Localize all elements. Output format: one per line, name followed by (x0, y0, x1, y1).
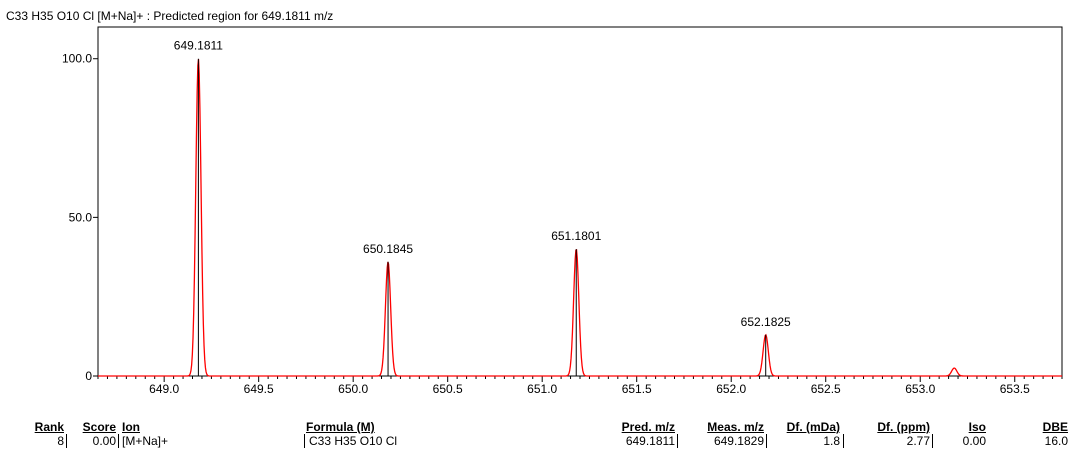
header-dbe: DBE (1042, 420, 1068, 434)
x-tick-label: 652.5 (811, 382, 841, 396)
column-separator (304, 434, 305, 448)
column-separator (677, 434, 678, 448)
column-separator (932, 434, 933, 448)
y-tick-label: 0 (85, 369, 92, 383)
cell-df-mda: 1.8 (823, 434, 840, 448)
x-tick-label: 649.0 (149, 382, 179, 396)
isotope-profile-line (98, 59, 1062, 377)
header-meas-mz: Meas. m/z (707, 420, 764, 434)
header-rank: Rank (34, 420, 64, 434)
x-tick-label: 653.5 (1000, 382, 1030, 396)
column-separator (843, 434, 844, 448)
cell-meas-mz: 649.1829 (713, 434, 764, 448)
x-tick-label: 650.5 (433, 382, 463, 396)
cell-iso: 0.00 (962, 434, 986, 448)
y-tick-label: 100.0 (62, 52, 92, 66)
header-ion: Ion (122, 420, 140, 434)
cell-dbe: 16.0 (1044, 434, 1068, 448)
peak-label: 649.1811 (174, 39, 223, 53)
column-separator (66, 434, 67, 448)
cell-ion: [M+Na]+ (122, 434, 169, 448)
header-iso: Iso (968, 420, 986, 434)
peak-label: 652.1825 (741, 315, 791, 329)
x-tick-label: 652.0 (716, 382, 746, 396)
cell-formula: C33 H35 O10 Cl (309, 434, 398, 448)
x-tick-label: 653.0 (905, 382, 935, 396)
mass-spectrum-chart: 0 50.0 100.0 649.0 649.5 650.0 650.5 651.0 651.… (62, 26, 1063, 396)
x-tick-label: 649.5 (244, 382, 274, 396)
column-separator (766, 434, 767, 448)
y-tick-label: 50.0 (69, 210, 93, 224)
header-df-ppm: Df. (ppm) (877, 420, 930, 434)
header-pred-mz: Pred. m/z (621, 420, 675, 434)
x-tick-label: 650.0 (338, 382, 368, 396)
cell-df-ppm: 2.77 (906, 434, 930, 448)
peak-label: 650.1845 (363, 242, 413, 256)
header-formula: Formula (M) (306, 420, 375, 434)
cell-score: 0.00 (92, 434, 116, 448)
chart-title: C33 H35 O10 Cl [M+Na]+ : Predicted regio… (6, 9, 334, 23)
peak-label: 651.1801 (551, 229, 601, 243)
cell-rank: 8 (57, 434, 64, 448)
column-separator (118, 434, 119, 448)
x-tick-label: 651.0 (527, 382, 557, 396)
results-table: Rank Score Ion Formula (M) Pred. m/z Mea… (0, 418, 1072, 458)
header-df-mda: Df. (mDa) (786, 420, 840, 434)
x-tick-label: 651.5 (622, 382, 652, 396)
header-score: Score (82, 420, 116, 434)
cell-pred-mz: 649.1811 (625, 434, 675, 448)
